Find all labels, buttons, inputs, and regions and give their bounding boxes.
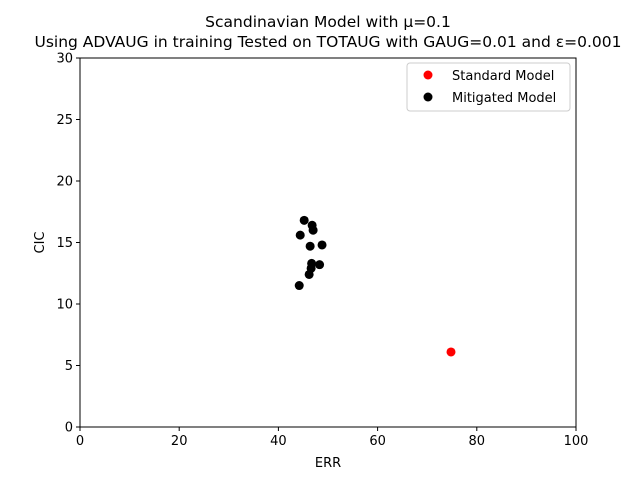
- mitigated-model-point: [308, 225, 318, 235]
- legend-marker-standard-model: [423, 70, 433, 80]
- data-points: [294, 215, 456, 357]
- chart-title-line2: Using ADVAUG in training Tested on TOTAU…: [34, 33, 621, 51]
- legend-box: [406, 62, 571, 112]
- legend-marker-mitigated-model: [423, 92, 433, 102]
- y-tick-label: 10: [56, 298, 73, 313]
- mitigated-model-point: [304, 269, 314, 279]
- y-tick-label: 0: [65, 421, 73, 436]
- mitigated-model-point: [315, 260, 325, 270]
- plot-area-frame: [79, 57, 577, 428]
- standard-model-point: [446, 347, 456, 357]
- y-tick-label: 15: [56, 236, 73, 251]
- y-tick-label: 30: [56, 52, 73, 67]
- y-tick-label: 25: [56, 113, 73, 128]
- legend: Standard Model Mitigated Model: [406, 62, 571, 112]
- y-tick-label: 5: [65, 359, 73, 374]
- x-tick-label: 100: [564, 434, 589, 449]
- x-tick-label: 0: [76, 434, 84, 449]
- x-tick-label: 40: [270, 434, 287, 449]
- mitigated-model-point: [305, 241, 315, 251]
- mitigated-model-point: [294, 281, 304, 291]
- x-tick-label: 60: [369, 434, 386, 449]
- x-tick-label: 80: [469, 434, 486, 449]
- mitigated-model-point: [299, 215, 309, 225]
- x-axis-label: ERR: [315, 456, 341, 471]
- legend-label-standard-model: Standard Model: [452, 69, 554, 84]
- y-axis-label: CIC: [33, 232, 48, 254]
- x-tick-label: 20: [171, 434, 188, 449]
- mitigated-model-point: [317, 240, 327, 250]
- legend-label-mitigated-model: Mitigated Model: [452, 91, 556, 106]
- chart-title-line1: Scandinavian Model with μ=0.1: [205, 13, 451, 31]
- mitigated-model-point: [295, 230, 305, 240]
- axis-ticks: 0 20 40 60 80 100 0 5 10 15 20 25 30: [56, 52, 588, 450]
- y-tick-label: 20: [56, 175, 73, 190]
